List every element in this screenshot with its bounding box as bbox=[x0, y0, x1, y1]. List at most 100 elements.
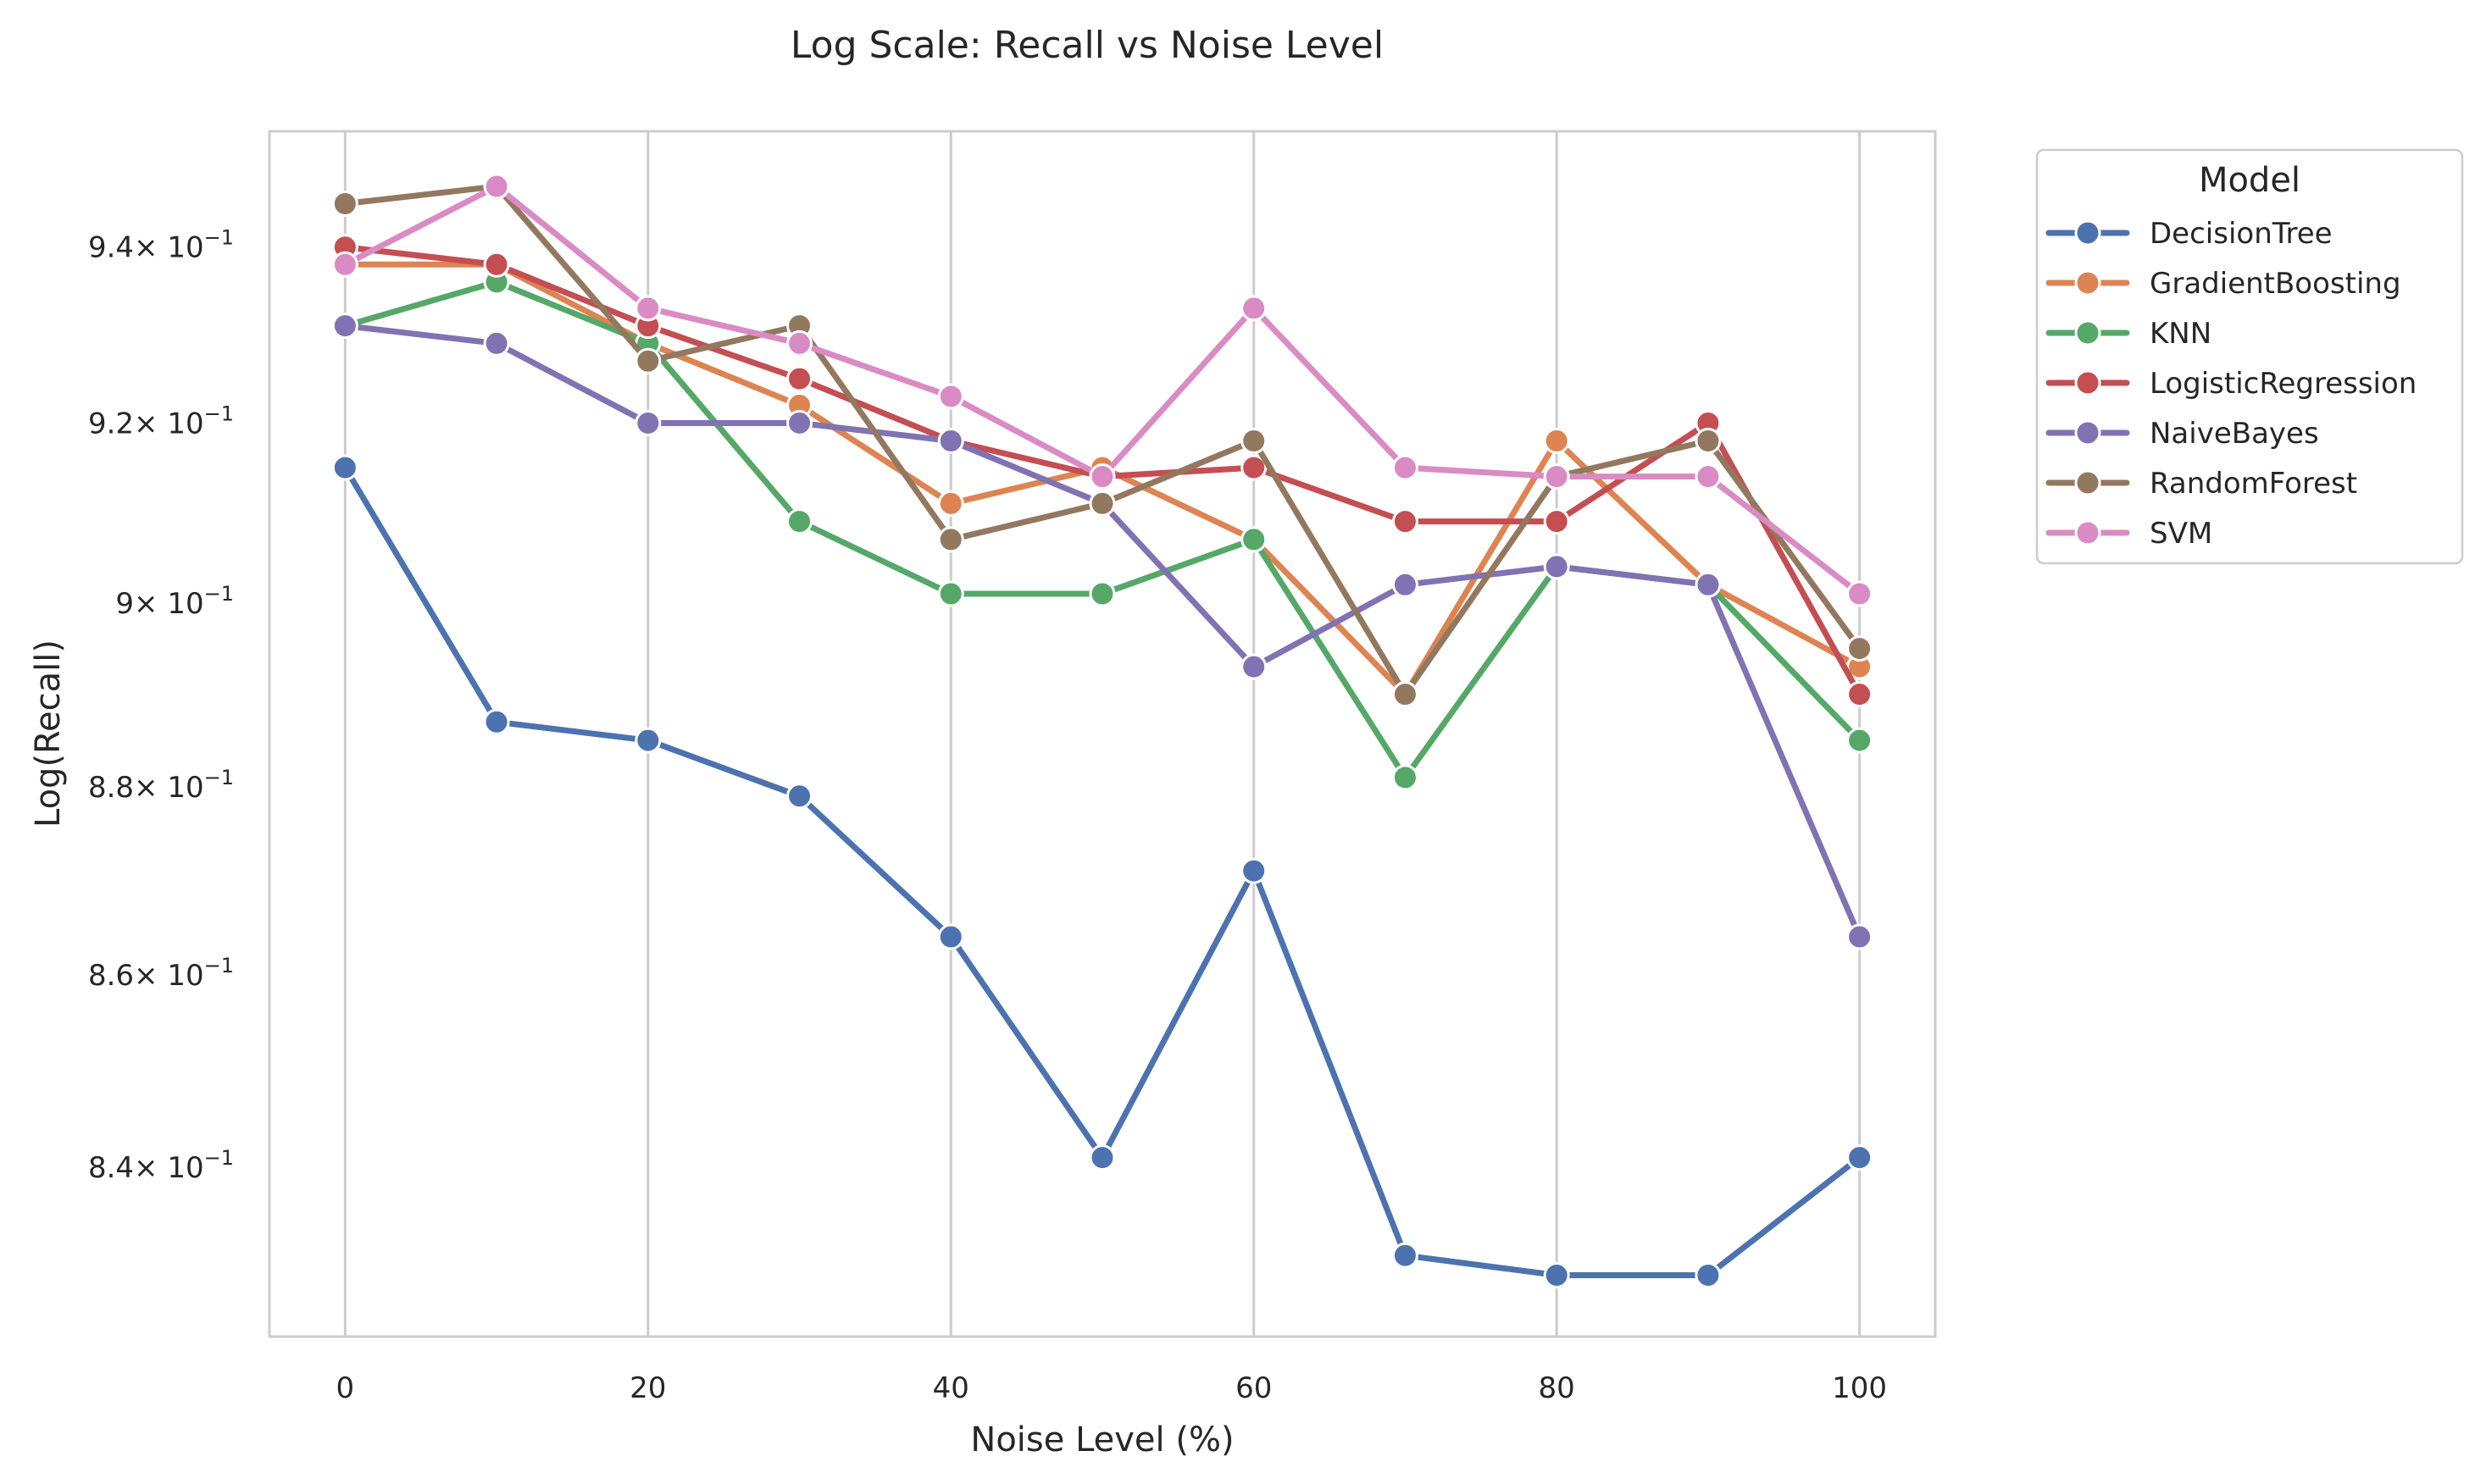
y-tick-label: 8.4× 10−1 bbox=[88, 1146, 234, 1185]
legend-marker bbox=[2074, 419, 2101, 446]
data-point bbox=[635, 409, 662, 436]
legend-label: SVM bbox=[2150, 517, 2212, 551]
data-point bbox=[937, 427, 964, 454]
chart-title: Log Scale: Recall vs Noise Level bbox=[791, 24, 1384, 67]
legend-title: Model bbox=[2199, 161, 2300, 200]
data-point bbox=[937, 580, 964, 607]
y-tick-label: 9.4× 10−1 bbox=[88, 226, 234, 265]
legend-entry: NaiveBayes bbox=[2045, 417, 2319, 451]
x-tick-label: 0 bbox=[336, 1371, 355, 1405]
series-line bbox=[341, 279, 1863, 781]
legend-label: NaiveBayes bbox=[2150, 417, 2319, 451]
series-line bbox=[341, 183, 1863, 597]
data-point bbox=[786, 508, 813, 535]
data-point bbox=[1695, 1261, 1722, 1288]
data-point bbox=[1846, 1144, 1873, 1171]
data-point bbox=[786, 783, 813, 810]
legend-marker bbox=[2074, 319, 2101, 346]
legend-label: GradientBoosting bbox=[2150, 267, 2401, 301]
data-point bbox=[331, 454, 358, 481]
series-layer bbox=[331, 173, 1873, 1288]
y-tick-label: 9.2× 10−1 bbox=[88, 401, 234, 440]
data-point bbox=[1240, 857, 1268, 884]
data-point bbox=[1391, 1242, 1418, 1269]
data-point bbox=[1391, 764, 1418, 791]
data-point bbox=[1240, 295, 1268, 322]
axis-ticks: 0 20 40 60 80 100 8.4× 10−1 8.6× 10−1 8.8× 10−1 9… bbox=[88, 226, 1887, 1405]
legend-marker bbox=[2074, 269, 2101, 296]
legend: Model DecisionTree GradientBoosting KNN Log… bbox=[2035, 148, 2464, 565]
data-point bbox=[635, 347, 662, 374]
legend-entry: KNN bbox=[2045, 317, 2211, 351]
data-point bbox=[483, 329, 510, 357]
data-point bbox=[1240, 653, 1268, 680]
data-point bbox=[1846, 727, 1873, 754]
data-point bbox=[1089, 580, 1116, 607]
data-point bbox=[786, 329, 813, 357]
data-point bbox=[1089, 1144, 1116, 1171]
legend-label: KNN bbox=[2150, 317, 2211, 351]
data-point bbox=[1846, 681, 1873, 708]
x-tick-label: 60 bbox=[1235, 1371, 1272, 1405]
data-point bbox=[635, 295, 662, 322]
data-point bbox=[331, 313, 358, 340]
data-point bbox=[1391, 508, 1418, 535]
legend-marker bbox=[2074, 219, 2101, 246]
data-point bbox=[1695, 427, 1722, 454]
legend-marker bbox=[2074, 519, 2101, 546]
data-point bbox=[331, 190, 358, 217]
series-decisiontree bbox=[331, 454, 1873, 1288]
data-point bbox=[1543, 508, 1570, 535]
data-point bbox=[1391, 454, 1418, 481]
data-point bbox=[1543, 463, 1570, 490]
data-point bbox=[1846, 923, 1873, 950]
y-axis-label: Log(Recall) bbox=[29, 640, 68, 828]
data-point bbox=[1543, 1261, 1570, 1288]
series-svm bbox=[331, 173, 1873, 607]
data-point bbox=[1543, 553, 1570, 580]
x-tick-label: 100 bbox=[1832, 1371, 1887, 1405]
x-tick-label: 20 bbox=[630, 1371, 666, 1405]
data-point bbox=[937, 490, 964, 517]
legend-label: DecisionTree bbox=[2150, 217, 2333, 251]
data-point bbox=[1846, 635, 1873, 662]
data-point bbox=[483, 251, 510, 278]
data-point bbox=[937, 923, 964, 950]
data-point bbox=[331, 251, 358, 278]
series-line bbox=[341, 323, 1863, 940]
series-naivebayes bbox=[331, 313, 1873, 950]
legend-marker bbox=[2074, 469, 2101, 496]
series-randomforest bbox=[331, 173, 1873, 708]
data-point bbox=[483, 708, 510, 735]
data-point bbox=[1240, 454, 1268, 481]
data-point bbox=[1240, 427, 1268, 454]
data-point bbox=[635, 727, 662, 754]
data-point bbox=[786, 409, 813, 436]
data-point bbox=[1391, 571, 1418, 598]
x-axis-label: Noise Level (%) bbox=[970, 1420, 1234, 1459]
legend-marker bbox=[2074, 369, 2101, 396]
series-line bbox=[341, 183, 1863, 698]
data-point bbox=[1543, 427, 1570, 454]
y-tick-label: 9× 10−1 bbox=[115, 582, 234, 621]
y-tick-label: 8.8× 10−1 bbox=[88, 766, 234, 805]
plot-area-frame bbox=[268, 130, 1937, 1338]
x-tick-label: 40 bbox=[933, 1371, 969, 1405]
legend-entry: GradientBoosting bbox=[2045, 267, 2401, 301]
legend-entry: SVM bbox=[2045, 517, 2212, 551]
data-point bbox=[1391, 681, 1418, 708]
x-tick-label: 80 bbox=[1539, 1371, 1575, 1405]
data-point bbox=[1695, 571, 1722, 598]
data-point bbox=[786, 365, 813, 392]
y-tick-label: 8.6× 10−1 bbox=[88, 954, 234, 993]
data-point bbox=[937, 383, 964, 410]
data-point bbox=[1240, 526, 1268, 553]
data-point bbox=[1089, 490, 1116, 517]
legend-entry: DecisionTree bbox=[2045, 217, 2333, 251]
data-point bbox=[1695, 463, 1722, 490]
data-point bbox=[483, 173, 510, 200]
legend-label: RandomForest bbox=[2150, 467, 2357, 501]
legend-entry: RandomForest bbox=[2045, 467, 2357, 501]
legend-items: DecisionTree GradientBoosting KNN LogisticR… bbox=[2045, 217, 2417, 551]
